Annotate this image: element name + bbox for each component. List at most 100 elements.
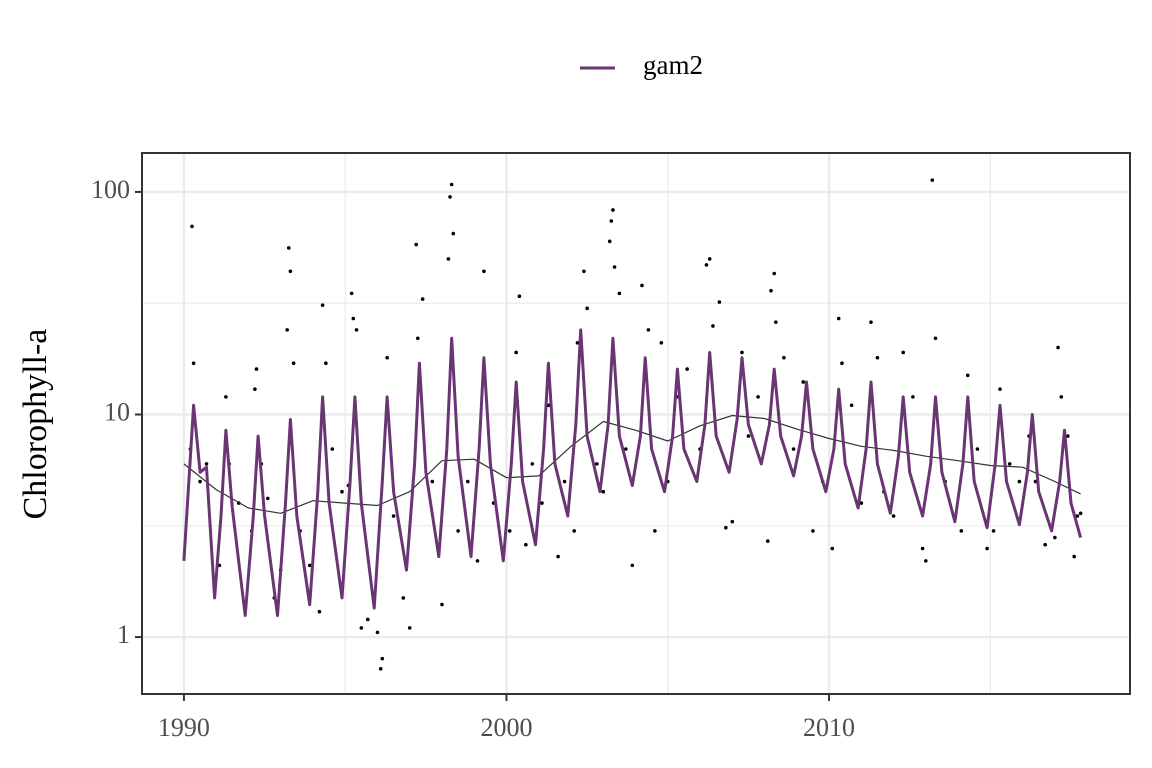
x-tick-label: 2010 — [803, 713, 855, 742]
data-point — [791, 447, 796, 451]
data-point — [782, 355, 786, 360]
data-point — [285, 328, 289, 332]
data-point — [1072, 554, 1076, 559]
data-point — [265, 496, 270, 501]
data-point — [875, 355, 880, 360]
data-point — [801, 380, 806, 384]
data-point — [769, 288, 773, 293]
data-point — [659, 340, 664, 345]
data-point — [317, 609, 322, 614]
data-point — [836, 316, 841, 321]
data-point — [391, 514, 396, 518]
y-tick-label: 10 — [104, 397, 130, 426]
data-point — [349, 291, 354, 296]
data-point — [307, 563, 312, 568]
data-point — [611, 208, 615, 212]
data-point — [1065, 434, 1070, 438]
data-point — [975, 447, 980, 451]
data-point — [891, 514, 896, 518]
data-point — [449, 182, 454, 187]
data-point — [811, 529, 815, 533]
data-point — [774, 320, 778, 324]
data-point — [204, 462, 209, 466]
data-point — [190, 224, 194, 229]
data-point — [448, 195, 452, 199]
data-point — [998, 387, 1002, 391]
data-point — [653, 529, 657, 533]
data-point — [1056, 345, 1060, 350]
data-point — [380, 656, 385, 661]
data-point — [340, 489, 344, 494]
data-point — [556, 554, 560, 559]
data-point — [378, 667, 383, 671]
data-point — [609, 219, 614, 223]
data-point — [765, 539, 770, 543]
data-point — [646, 328, 651, 332]
data-point — [540, 501, 544, 505]
trend-line — [183, 414, 1081, 514]
data-point — [351, 316, 356, 321]
y-tick-label: 1 — [117, 620, 130, 649]
plot-border — [141, 152, 1131, 695]
data-point — [630, 563, 635, 568]
data-point — [985, 546, 989, 551]
data-point — [1053, 535, 1057, 540]
data-point — [359, 626, 364, 630]
data-point — [1017, 479, 1022, 484]
data-point — [465, 479, 470, 484]
data-point — [869, 320, 873, 324]
data-point — [849, 403, 854, 408]
data-point — [1059, 395, 1064, 399]
data-point — [840, 361, 844, 366]
data-point — [451, 231, 456, 236]
data-point — [933, 336, 938, 341]
data-point — [1075, 514, 1080, 518]
data-point — [524, 542, 528, 547]
data-point — [514, 350, 518, 355]
data-point — [740, 350, 744, 355]
data-point — [375, 630, 380, 635]
data-point — [572, 529, 577, 533]
data-point — [401, 596, 406, 600]
data-point — [772, 271, 777, 276]
x-tick-label: 2000 — [480, 713, 532, 742]
y-axis-label: Chlorophyll-a — [17, 329, 54, 520]
data-point — [456, 529, 460, 533]
data-point — [991, 529, 996, 533]
data-point — [711, 324, 715, 328]
data-point — [575, 340, 580, 345]
data-point — [320, 303, 325, 307]
data-point — [624, 447, 628, 451]
data-point — [595, 462, 599, 466]
data-point — [1007, 462, 1012, 466]
data-point — [530, 462, 535, 466]
data-point — [911, 395, 915, 399]
data-point — [959, 529, 964, 533]
data-point — [965, 373, 970, 378]
data-point — [198, 479, 202, 484]
data-point — [582, 269, 586, 274]
data-point — [1043, 542, 1047, 547]
data-point — [704, 263, 709, 267]
model-line — [182, 328, 1083, 617]
data-point — [191, 361, 196, 366]
data-point — [354, 328, 359, 332]
data-point — [415, 336, 420, 341]
data-point — [414, 242, 418, 247]
data-point — [859, 501, 864, 505]
y-tick-label: 100 — [91, 175, 130, 204]
data-point — [685, 367, 689, 371]
data-point — [420, 297, 425, 301]
data-point — [830, 546, 835, 551]
data-point — [601, 489, 606, 494]
data-point — [254, 367, 259, 371]
data-point — [482, 269, 486, 274]
data-point — [640, 283, 644, 288]
data-point — [288, 269, 293, 274]
data-point — [446, 257, 451, 261]
x-tick-label: 1990 — [158, 713, 210, 742]
data-point — [717, 300, 722, 304]
data-point — [724, 525, 728, 530]
